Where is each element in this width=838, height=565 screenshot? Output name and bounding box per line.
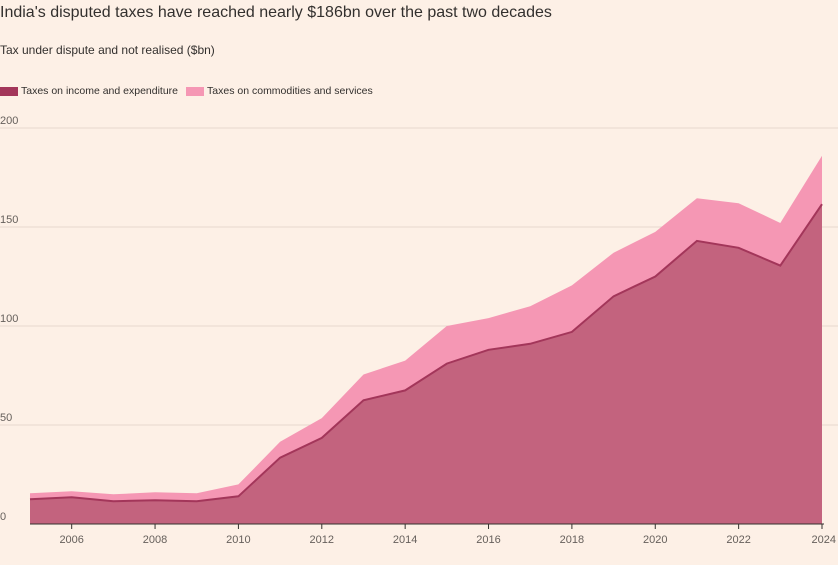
chart-title: India's disputed taxes have reached near… xyxy=(0,4,552,21)
x-tick-label-2006: 2006 xyxy=(59,534,83,546)
x-tick-label-2024: 2024 xyxy=(812,534,836,546)
x-tick-label-2008: 2008 xyxy=(143,534,167,546)
legend: Taxes on income and expenditure Taxes on… xyxy=(0,85,381,97)
legend-item-income: Taxes on income and expenditure xyxy=(0,85,178,97)
stacked-areas xyxy=(29,155,823,524)
y-tick-label-100: 100 xyxy=(0,313,18,325)
x-tick-label-2012: 2012 xyxy=(310,534,334,546)
y-tick-label-50: 50 xyxy=(0,412,12,424)
x-tick-label-2010: 2010 xyxy=(226,534,250,546)
x-axis: 2006 2008 2010 2012 2014 2016 2018 2020 2022 2024 xyxy=(30,523,836,546)
y-tick-label-150: 150 xyxy=(0,214,18,226)
legend-swatch-income xyxy=(0,86,18,96)
chart-subtitle: Tax under dispute and not realised ($bn) xyxy=(0,43,215,57)
legend-item-commodities: Taxes on commodities and services xyxy=(186,85,373,97)
legend-label-income: Taxes on income and expenditure xyxy=(21,85,179,97)
x-tick-label-2022: 2022 xyxy=(726,534,750,546)
x-tick-label-2016: 2016 xyxy=(476,534,500,546)
x-tick-label-2014: 2014 xyxy=(393,534,417,546)
area-income xyxy=(30,204,822,524)
legend-swatch-commodities xyxy=(186,86,205,96)
legend-label-commodities: Taxes on commodities and services xyxy=(207,85,373,97)
y-tick-label-0: 0 xyxy=(0,511,6,523)
x-tick-label-2018: 2018 xyxy=(560,534,584,546)
line-income xyxy=(29,203,823,503)
y-tick-label-200: 200 xyxy=(0,115,18,127)
x-tick-label-2020: 2020 xyxy=(643,534,667,546)
